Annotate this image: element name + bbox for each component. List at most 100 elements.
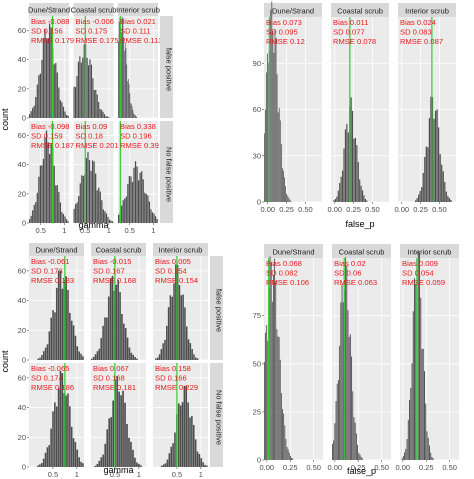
histogram-bar: [130, 441, 132, 467]
histogram-bar: [96, 190, 98, 223]
bias-label: Bias 0.011: [333, 18, 368, 27]
x-tick-label: 0.50: [374, 463, 389, 472]
facet-column-label: Interior scrub: [408, 248, 452, 257]
histogram-bar: [67, 289, 69, 360]
histogram-bar: [122, 200, 124, 223]
bias-label: Bias -0.098: [31, 122, 69, 131]
strip-bg: [331, 3, 389, 17]
facet-column-label: Coastal scrub: [337, 7, 383, 16]
histogram-bar: [132, 449, 134, 467]
bias-label: Bias 0.021: [120, 17, 156, 26]
x-tick-label: 0.00: [328, 463, 343, 472]
histogram-bar: [74, 87, 77, 118]
histogram-bar: [127, 81, 128, 118]
histogram-bar: [415, 283, 417, 460]
histogram-bar: [358, 452, 360, 460]
histogram-bar: [74, 335, 77, 360]
histogram-bar: [55, 185, 57, 223]
histogram-bar: [402, 455, 404, 460]
histogram-bar: [118, 21, 120, 118]
histogram-bar: [160, 349, 163, 360]
histogram-bar: [95, 89, 97, 118]
histogram-bar: [102, 209, 104, 223]
rmse-label: RMSE 0.059: [402, 278, 445, 287]
histogram-bar: [140, 465, 142, 467]
histogram-bar: [75, 204, 77, 223]
histogram-bar: [44, 452, 47, 467]
y-tick-label: 40: [18, 403, 26, 412]
histogram-bar: [405, 448, 407, 460]
histogram-bar: [272, 30, 274, 202]
histogram-bar: [278, 336, 280, 460]
histogram-bar: [450, 199, 452, 202]
x-tick-label: 0.25: [283, 463, 298, 472]
histogram-bar: [292, 458, 294, 460]
histogram-bar: [366, 200, 368, 202]
panel-background: [153, 256, 208, 360]
histogram-bar: [107, 216, 109, 223]
histogram-bar: [359, 179, 361, 202]
histogram-bar: [121, 32, 122, 118]
histogram-bar: [96, 94, 98, 118]
histogram-bar: [156, 219, 158, 223]
histogram-bar: [131, 103, 132, 118]
histogram-bar: [39, 73, 42, 118]
histogram-bar: [169, 295, 172, 360]
histogram-bar: [44, 137, 46, 223]
histogram-bar: [130, 176, 132, 223]
histogram-bar: [96, 351, 99, 360]
y-tick-label: 40: [18, 160, 26, 169]
histogram-bar: [77, 61, 79, 118]
x-axis-title: false_p: [345, 219, 374, 229]
histogram-bar: [112, 400, 115, 467]
facet-column-label: Dune/Strand: [272, 7, 314, 16]
histogram-bar: [290, 455, 291, 460]
histogram-bar: [133, 113, 134, 118]
histogram-bar: [407, 420, 409, 460]
histogram-bar: [32, 107, 34, 118]
sd-label: SD 0.111: [120, 27, 151, 36]
strip-bg: [91, 243, 146, 256]
histogram-bar: [332, 443, 333, 460]
histogram-bar: [29, 114, 31, 118]
histogram-bar: [61, 372, 64, 467]
x-tick-label: 0.5: [125, 226, 135, 235]
x-tick-label: 1: [107, 226, 111, 235]
y-tick-label: 60: [18, 373, 26, 382]
y-tick-label: 0: [22, 356, 26, 365]
histogram-bar: [341, 284, 343, 460]
x-tick-label: 0.25: [351, 463, 366, 472]
histogram-bar: [282, 408, 283, 460]
rmse-label: RMSE 0.063: [334, 278, 377, 287]
histogram-bar: [410, 387, 412, 460]
histogram-bar: [279, 359, 281, 460]
facet-row-label: No false positive: [165, 147, 174, 202]
histogram-bar: [99, 108, 101, 118]
histogram-bar: [55, 406, 58, 467]
histogram-bar: [126, 64, 128, 118]
x-tick-label: 0.00: [396, 463, 411, 472]
histogram-bar: [288, 452, 290, 460]
histogram-bar: [346, 123, 348, 202]
histogram-bar: [349, 334, 351, 460]
histogram-bar: [355, 433, 357, 460]
histogram-bar: [172, 443, 174, 467]
histogram-bar: [183, 385, 186, 467]
histogram-bar: [129, 93, 131, 118]
histogram-bar: [202, 462, 204, 467]
sd-label: SD 0.06: [334, 269, 361, 278]
rmse-label: RMSE 0.078: [333, 37, 376, 46]
y-tick-label: 60: [18, 266, 26, 275]
histogram-bar: [44, 29, 46, 119]
histogram-bar: [30, 111, 32, 118]
histogram-bar: [93, 161, 95, 223]
histogram-bar: [265, 109, 266, 202]
histogram-bar: [94, 354, 97, 360]
histogram-bar: [334, 198, 337, 202]
sd-label: SD 0.175: [76, 27, 108, 36]
histogram-bar: [57, 270, 60, 360]
histogram-bar: [35, 96, 37, 118]
histogram-bar: [196, 358, 199, 360]
strip-bg: [73, 3, 114, 16]
histogram-bar: [48, 331, 51, 360]
